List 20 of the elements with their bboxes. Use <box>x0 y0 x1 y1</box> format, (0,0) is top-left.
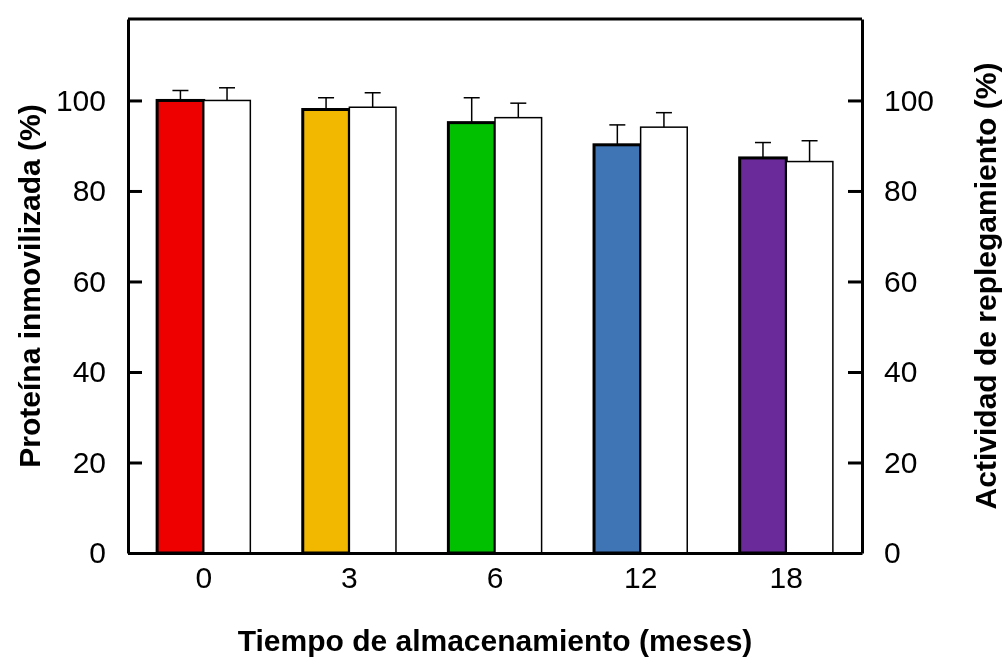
x-tick-label: 12 <box>623 561 658 595</box>
y-tick-label: 20 <box>72 445 106 479</box>
y-tick-label: 60 <box>72 264 106 298</box>
x-axis-title: Tiempo de almacenamiento (meses) <box>237 624 753 657</box>
y-tick-label: 80 <box>72 174 106 208</box>
x-tick-label: 3 <box>341 561 358 595</box>
y-tick-label: 100 <box>55 83 106 117</box>
y-axis-title: Proteína inmovilizada (%) <box>13 104 46 468</box>
x-tick-label: 0 <box>195 561 213 595</box>
y2-tick-label: 20 <box>884 445 918 479</box>
y-tick-label: 0 <box>89 536 106 570</box>
y2-tick-label: 100 <box>884 83 935 117</box>
y2-tick-label: 60 <box>884 264 918 298</box>
y2-axis-title: Actividad de replegamiento (%) <box>969 62 1002 510</box>
y2-tick-label: 40 <box>884 355 918 389</box>
y-tick-label: 40 <box>72 355 106 389</box>
y2-tick-label: 0 <box>884 536 901 570</box>
x-tick-label: 18 <box>769 561 803 595</box>
y2-tick-label: 80 <box>884 174 918 208</box>
x-tick-label: 6 <box>486 561 504 595</box>
